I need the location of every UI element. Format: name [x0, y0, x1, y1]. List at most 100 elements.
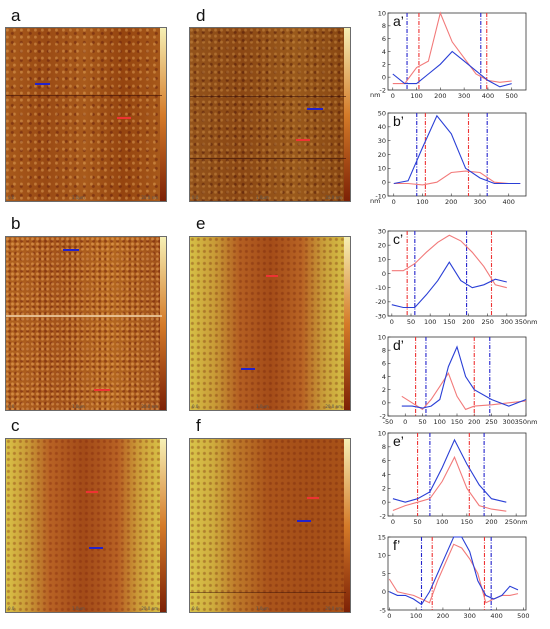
afm-image-a-colorbar	[160, 28, 166, 201]
plot-frame-f-prime	[387, 536, 527, 611]
y-tick-label-e-prime-5: 8	[382, 443, 386, 451]
y-tick-label-d-prime-0: -2	[380, 412, 386, 420]
y-tick-label-c-prime-6: 30	[378, 227, 386, 235]
x-tick-label-c-prime-0: 0	[390, 318, 394, 326]
y-tick-label-a-prime-6: 10	[378, 9, 386, 17]
y-unit-label-b-prime: nm	[370, 197, 380, 205]
series-line-a-prime-red	[392, 11, 512, 85]
x-tick-label-f-prime-1: 100	[410, 612, 422, 620]
x-tick-label-b-prime-4: 400	[503, 198, 515, 206]
afm-image-c: 0.0 1.0µm 20.0 nm	[5, 438, 167, 613]
y-tick-label-d-prime-4: 6	[382, 360, 386, 368]
series-line-e-prime-red	[392, 455, 507, 512]
afm-image-e-scale-mid: 1.0µm	[256, 404, 269, 409]
plot-label-d-prime: d’	[393, 337, 404, 353]
afm-image-e-texture	[190, 237, 346, 410]
series-line-f-prime-blue	[389, 536, 519, 606]
plot-label-b-prime: b’	[393, 113, 404, 129]
afm-image-b-scale-left: 0.0	[8, 404, 15, 409]
afm-image-b-red-marker	[94, 389, 110, 391]
x-tick-label-e-prime-2: 100	[436, 518, 448, 526]
y-unit-label-a-prime: nm	[370, 91, 380, 99]
x-tick-label-c-prime-4: 200	[462, 318, 474, 326]
series-line-b-prime-blue	[393, 114, 521, 185]
x-tick-label-a-prime-1: 100	[410, 92, 422, 100]
panel-label-e: e	[196, 214, 206, 233]
y-tick-label-b-prime-0: -10	[375, 192, 386, 200]
x-tick-label-e-prime-5: 250nm	[505, 518, 528, 526]
afm-image-d-stripe-2	[190, 158, 346, 159]
afm-image-f-scale-mid: 1.0µm	[256, 606, 269, 611]
afm-image-a-scale-mid: 1.0µm	[72, 195, 85, 200]
y-tick-label-c-prime-0: -30	[375, 312, 386, 320]
y-tick-label-e-prime-0: -2	[380, 512, 386, 520]
x-tick-label-b-prime-3: 300	[474, 198, 486, 206]
afm-image-c-scale-left: 0.0	[8, 606, 15, 611]
x-tick-label-d-prime-0: -50	[383, 418, 394, 426]
afm-image-f-scale-right: 20.0 nm	[325, 606, 342, 611]
afm-image-c-texture	[6, 439, 162, 612]
afm-image-b-colorbar	[160, 237, 166, 410]
panel-label-b: b	[11, 214, 21, 233]
x-tick-label-a-prime-3: 300	[458, 92, 470, 100]
afm-image-e-colorbar	[344, 237, 350, 410]
x-tick-label-a-prime-0: 0	[391, 92, 395, 100]
panel-label-a: a	[11, 6, 21, 25]
panel-label-c: c	[11, 416, 20, 435]
afm-image-d-colorbar	[344, 28, 350, 201]
series-line-c-prime-red	[391, 234, 507, 289]
x-tick-label-c-prime-3: 150	[443, 318, 455, 326]
afm-image-e-red-marker	[266, 275, 278, 277]
afm-image-b-scale-mid: 1.0µm	[72, 404, 85, 409]
x-tick-label-c-prime-5: 250	[481, 318, 493, 326]
afm-image-f-red-marker	[307, 497, 319, 499]
afm-image-e-scale-right: 20.0 nm	[325, 404, 342, 409]
afm-image-b-texture	[6, 237, 162, 410]
afm-image-d-blue-marker	[307, 108, 323, 110]
y-tick-label-b-prime-4: 30	[378, 137, 386, 145]
y-tick-label-d-prime-5: 8	[382, 346, 386, 354]
afm-image-a-blue-marker	[35, 83, 50, 85]
y-tick-label-e-prime-4: 6	[382, 457, 386, 465]
afm-image-d-texture	[190, 28, 346, 201]
afm-image-f-colorbar	[344, 439, 350, 612]
y-tick-label-f-prime-3: 10	[378, 552, 386, 560]
afm-image-d-stripe-1	[190, 96, 346, 97]
y-tick-label-a-prime-4: 6	[382, 35, 386, 43]
y-tick-label-b-prime-6: 50	[378, 109, 386, 117]
afm-image-e-scale-left: 0.0	[192, 404, 199, 409]
afm-image-a: 0.0 1.0µm 20.0 nm	[5, 27, 167, 202]
y-tick-label-e-prime-1: 0	[382, 498, 386, 506]
afm-image-f: 0.0 1.0µm 20.0 nm	[189, 438, 351, 613]
afm-image-a-scale-right: 20.0 nm	[141, 195, 158, 200]
x-tick-label-c-prime-2: 100	[424, 318, 436, 326]
x-tick-label-a-prime-4: 400	[482, 92, 494, 100]
y-tick-label-b-prime-2: 10	[378, 165, 386, 173]
x-tick-label-f-prime-3: 300	[464, 612, 476, 620]
y-tick-label-a-prime-2: 2	[382, 61, 386, 69]
plot-label-f-prime: f’	[393, 537, 400, 553]
x-tick-label-d-prime-5: 200	[468, 418, 480, 426]
afm-image-f-texture	[190, 439, 346, 612]
y-tick-label-a-prime-0: -2	[380, 86, 386, 94]
y-tick-label-e-prime-3: 4	[382, 471, 386, 479]
plot-label-e-prime: e’	[393, 433, 404, 449]
afm-image-c-red-marker	[86, 491, 98, 493]
y-tick-label-e-prime-2: 2	[382, 485, 386, 493]
y-tick-label-a-prime-3: 4	[382, 48, 386, 56]
y-tick-label-e-prime-6: 10	[378, 429, 386, 437]
x-tick-label-b-prime-1: 100	[416, 198, 428, 206]
x-tick-label-f-prime-0: 0	[387, 612, 391, 620]
x-tick-label-d-prime-1: 0	[403, 418, 407, 426]
y-tick-label-b-prime-5: 40	[378, 123, 386, 131]
afm-image-a-scale-left: 0.0	[8, 195, 15, 200]
x-tick-label-c-prime-1: 50	[407, 318, 415, 326]
series-line-d-prime-blue	[401, 345, 527, 409]
x-tick-label-f-prime-5: 500	[517, 612, 529, 620]
x-tick-label-d-prime-7: 300	[503, 418, 515, 426]
afm-image-d-scale-mid: 1.0µm	[256, 195, 269, 200]
plot-label-a-prime: a’	[393, 13, 404, 29]
plot-frame-e-prime	[387, 432, 527, 517]
